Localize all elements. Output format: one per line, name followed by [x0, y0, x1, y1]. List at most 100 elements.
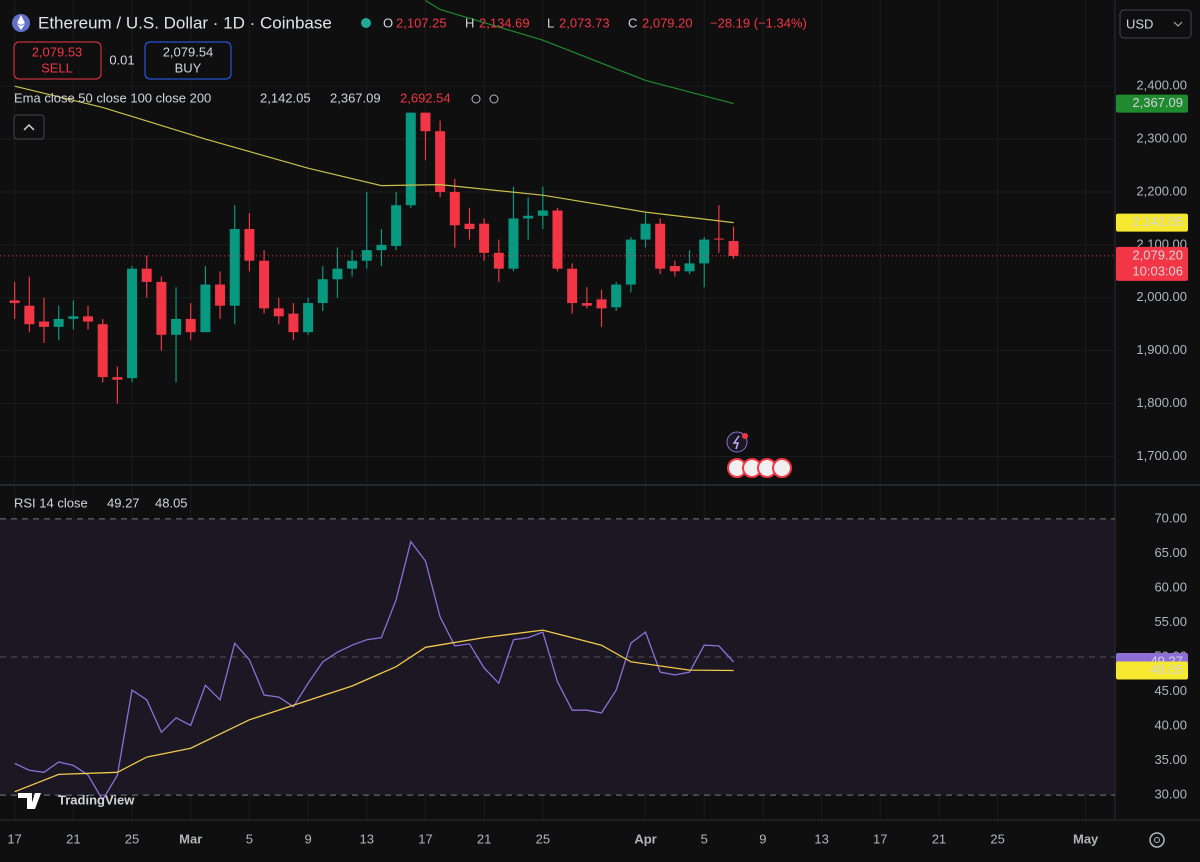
- y-tick-label: 2,300.00: [1136, 131, 1187, 146]
- x-tick-label: 9: [759, 831, 766, 846]
- candle-body: [215, 284, 226, 306]
- candle-body: [229, 229, 240, 306]
- y-tick-label: 1,900.00: [1136, 342, 1187, 357]
- y-tick-label: 55.00: [1154, 614, 1187, 629]
- ohlc-label: C: [628, 15, 637, 30]
- price-tag: [1116, 661, 1188, 680]
- candle-body: [523, 215, 534, 219]
- sell-label[interactable]: SELL: [41, 60, 73, 75]
- candle-body: [259, 260, 270, 309]
- ema-legend-label: Ema close 50 close 100 close 200: [14, 90, 211, 105]
- ohlc-label: O: [383, 15, 393, 30]
- price-tag: [1116, 213, 1188, 232]
- y-tick-label: 2,000.00: [1136, 289, 1187, 304]
- candle-body: [508, 218, 519, 269]
- price-change: −28.19 (−1.34%): [710, 15, 807, 30]
- rsi-legend-value: 49.27: [107, 495, 140, 510]
- candle-body: [391, 205, 402, 246]
- candle-body: [112, 377, 123, 380]
- price-tag-label: 2,079.20: [1132, 247, 1183, 262]
- ohlc-value: 2,134.69: [479, 15, 530, 30]
- y-tick-label: 1,800.00: [1136, 395, 1187, 410]
- rsi-line: [14, 629, 734, 793]
- ohlc-value: 2,107.25: [396, 15, 447, 30]
- candle-body: [537, 210, 548, 216]
- dropdown-arrow: [1173, 21, 1183, 27]
- settings-icon[interactable]: [1149, 832, 1165, 848]
- buy-button[interactable]: [144, 41, 232, 80]
- candle-body: [317, 279, 328, 304]
- candle-body: [376, 244, 387, 251]
- candle-body: [347, 260, 358, 269]
- price-tag-label: 2,367.09: [1132, 95, 1183, 110]
- economic-events[interactable]: [727, 458, 792, 478]
- x-tick-label: 25: [536, 831, 550, 846]
- x-tick-label: 17: [873, 831, 887, 846]
- quantity: 0.01: [109, 52, 134, 67]
- buy-price[interactable]: 2,079.54: [163, 44, 214, 59]
- buy-label[interactable]: BUY: [175, 60, 202, 75]
- ohlc-value: 2,073.73: [559, 15, 610, 30]
- x-tick-label: 21: [66, 831, 80, 846]
- event-glyph: [732, 435, 740, 450]
- candle-body: [273, 308, 284, 317]
- x-tick-label: 13: [814, 831, 828, 846]
- ohlc-value: 2,079.20: [642, 15, 693, 30]
- candle-body: [141, 268, 152, 282]
- candle-body: [332, 268, 343, 280]
- price-tag-label: 2,142.05: [1132, 214, 1183, 229]
- ema-legend-value: 2,142.05: [260, 90, 311, 105]
- candle-body: [405, 112, 416, 206]
- x-tick-label: 17: [7, 831, 21, 846]
- y-tick-label: 35.00: [1154, 752, 1187, 767]
- sell-price[interactable]: 2,079.53: [32, 44, 83, 59]
- collapse-arrow: [23, 123, 35, 131]
- x-tick-label: Apr: [634, 831, 656, 846]
- us-flag-icon[interactable]: [772, 458, 792, 478]
- x-tick-label: 5: [701, 831, 708, 846]
- ohlc-label: L: [547, 15, 554, 30]
- candle-body: [83, 316, 94, 322]
- candle-body: [596, 299, 607, 309]
- candle-body: [611, 284, 622, 308]
- event-icon[interactable]: [726, 431, 748, 453]
- x-tick-label: Mar: [179, 831, 202, 846]
- settings-icon-center: [1154, 837, 1160, 843]
- event-dot: [742, 433, 748, 439]
- collapse-button[interactable]: [13, 114, 45, 140]
- candle-body: [713, 238, 724, 240]
- candle-body: [288, 313, 299, 333]
- eth-glyph: [17, 15, 25, 30]
- currency-button[interactable]: [1119, 9, 1192, 39]
- ohlc-label: H: [465, 15, 474, 30]
- x-tick-label: 17: [418, 831, 432, 846]
- hide-icon[interactable]: [471, 94, 481, 104]
- currency-label[interactable]: USD: [1126, 16, 1153, 31]
- rsi-line: [14, 540, 735, 802]
- rsi-legend-label: RSI 14 close: [14, 495, 88, 510]
- hide-icon[interactable]: [489, 94, 499, 104]
- countdown: 10:03:06: [1132, 263, 1183, 278]
- logo-text: TradingView: [58, 792, 135, 807]
- ema-legend-value: 2,367.09: [330, 90, 381, 105]
- candle-body: [699, 239, 710, 264]
- symbol-title: Ethereum / U.S. Dollar · 1D · Coinbase: [38, 13, 332, 32]
- y-tick-label: 40.00: [1154, 717, 1187, 732]
- y-tick-label: 2,200.00: [1136, 183, 1187, 198]
- x-tick-label: 13: [360, 831, 374, 846]
- candle-body: [449, 191, 460, 226]
- x-tick-label: 21: [932, 831, 946, 846]
- ema-line: [14, 85, 734, 224]
- candle-body: [567, 268, 578, 304]
- candle-body: [244, 229, 255, 261]
- candle-body: [303, 303, 314, 333]
- candle-body: [728, 241, 739, 256]
- y-tick-label: 2,400.00: [1136, 78, 1187, 93]
- candle-body: [552, 210, 563, 269]
- candle-body: [185, 318, 196, 333]
- sell-button[interactable]: [13, 41, 102, 80]
- y-tick-label: 65.00: [1154, 545, 1187, 560]
- candle-body: [156, 281, 167, 335]
- x-tick-label: 21: [477, 831, 491, 846]
